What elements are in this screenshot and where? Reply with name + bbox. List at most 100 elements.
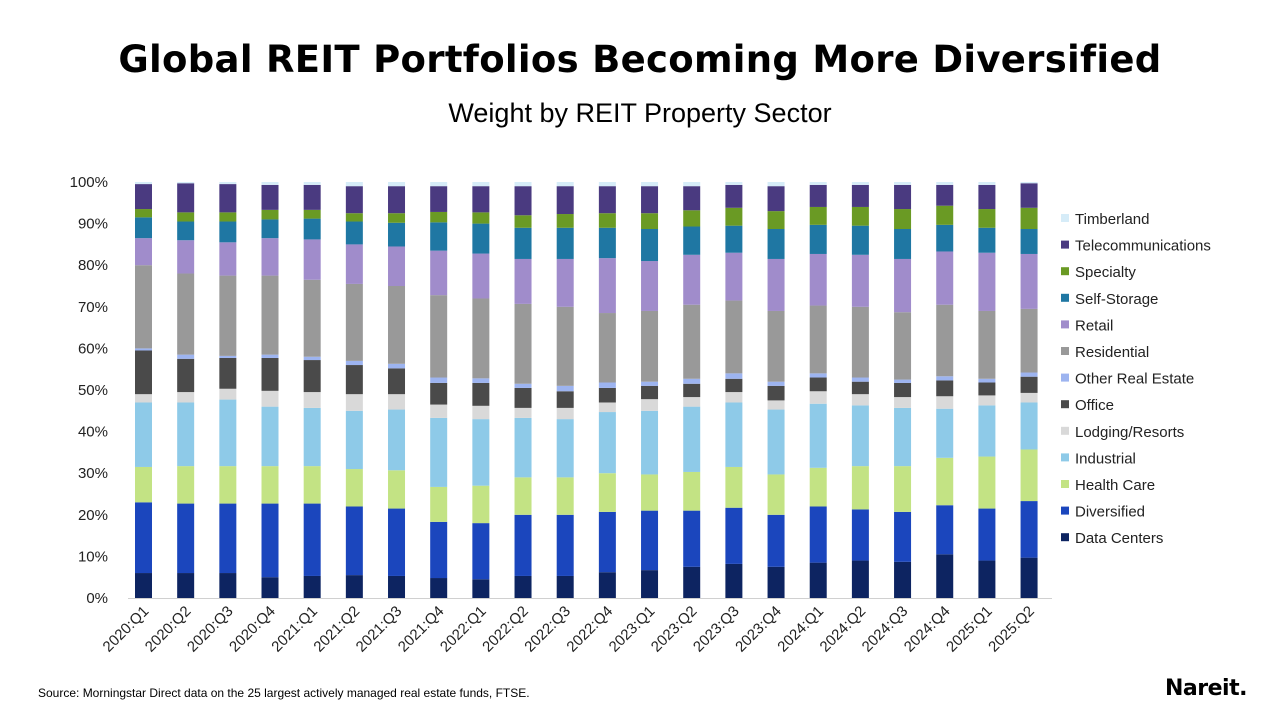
bar-segment-residential — [683, 304, 701, 379]
bar-segment-other-real-estate — [851, 377, 869, 382]
bar-segment-timberland — [767, 182, 785, 187]
bar-segment-retail — [388, 246, 406, 286]
bar-segment-self-storage — [472, 223, 490, 254]
bar-segment-industrial — [514, 417, 532, 478]
bar-segment-telecommunications — [936, 184, 954, 206]
bar-segment-diversified — [303, 503, 321, 576]
bar-segment-lodging-resorts — [936, 396, 954, 409]
bar-segment-self-storage — [135, 217, 152, 239]
bar-segment-lodging-resorts — [767, 400, 785, 410]
bar-segment-diversified — [936, 505, 954, 555]
bar-segment-diversified — [641, 510, 659, 571]
bar-segment-self-storage — [641, 229, 659, 262]
bar-segment-data-centers — [472, 579, 490, 598]
bar-segment-office — [556, 391, 574, 408]
bar-segment-other-real-estate — [472, 378, 490, 383]
bar-segment-specialty — [514, 215, 532, 228]
bar-segment-specialty — [767, 211, 785, 230]
bar-segment-retail — [345, 244, 363, 284]
bar-segment-diversified — [219, 503, 237, 574]
legend-label: Telecommunications — [1075, 238, 1211, 255]
bar-segment-self-storage — [936, 224, 954, 252]
bar-segment-self-storage — [514, 227, 532, 259]
bar-segment-diversified — [514, 514, 532, 576]
x-tick-label: 2022:Q3 — [521, 603, 574, 656]
bar-segment-health-care — [514, 477, 532, 515]
x-tick-label: 2020:Q3 — [184, 603, 237, 656]
bar-segment-office — [725, 378, 743, 393]
bar-segment-specialty — [388, 213, 406, 223]
bar-segment-timberland — [261, 182, 279, 185]
bar-segment-timberland — [556, 182, 574, 187]
bar-segment-diversified — [472, 523, 490, 580]
bar-segment-diversified — [556, 514, 574, 576]
x-tick-label: 2024:Q2 — [817, 603, 870, 656]
bar-segment-diversified — [683, 510, 701, 567]
bar-segment-data-centers — [177, 573, 195, 598]
bar-segment-diversified — [430, 521, 448, 579]
bar-segment-data-centers — [598, 572, 616, 598]
y-tick-label: 40% — [78, 424, 108, 441]
bar-segment-lodging-resorts — [894, 397, 912, 408]
bar-segment-data-centers — [851, 560, 869, 598]
bar-segment-lodging-resorts — [303, 392, 321, 408]
y-tick-label: 60% — [78, 340, 108, 357]
bar-segment-retail — [894, 258, 912, 313]
legend-marker — [1061, 320, 1069, 329]
bar-segment-residential — [303, 279, 321, 357]
legend-marker — [1061, 214, 1069, 222]
bar-segment-data-centers — [936, 554, 954, 598]
bar-segment-other-real-estate — [1020, 372, 1038, 377]
bar-segment-specialty — [936, 205, 954, 225]
bar-segment-specialty — [345, 213, 363, 222]
bar-segment-industrial — [809, 403, 827, 468]
bar-segment-telecommunications — [1020, 183, 1038, 208]
bar-segment-timberland — [809, 182, 827, 185]
bar-segment-residential — [725, 300, 743, 374]
bar-segment-data-centers — [135, 573, 152, 598]
bar-segment-lodging-resorts — [683, 397, 701, 407]
source-note: Source: Morningstar Direct data on the 2… — [38, 686, 530, 700]
bar-segment-other-real-estate — [598, 382, 616, 388]
bar-segment-lodging-resorts — [809, 391, 827, 404]
bar-segment-industrial — [598, 412, 616, 474]
bar-segment-self-storage — [430, 222, 448, 251]
bar-segment-lodging-resorts — [1020, 392, 1038, 403]
bar-segment-timberland — [978, 182, 996, 185]
bar-segment-health-care — [303, 466, 321, 504]
bar-segment-self-storage — [388, 222, 406, 247]
bar-segment-retail — [303, 239, 321, 280]
bar-segment-retail — [219, 242, 237, 276]
bar-segment-health-care — [219, 466, 237, 504]
bar-segment-self-storage — [725, 225, 743, 253]
bar-segment-lodging-resorts — [851, 394, 869, 406]
bar-segment-office — [388, 368, 406, 395]
bar-segment-diversified — [261, 503, 279, 578]
bar-segment-retail — [851, 254, 869, 307]
bar-segment-timberland — [388, 182, 406, 187]
bar-segment-retail — [514, 258, 532, 304]
bar-segment-telecommunications — [851, 184, 869, 207]
bar-segment-lodging-resorts — [598, 402, 616, 413]
bar-segment-health-care — [598, 473, 616, 512]
y-tick-label: 100% — [70, 174, 108, 191]
bar-segment-telecommunications — [472, 186, 490, 213]
x-tick-label: 2020:Q1 — [100, 603, 153, 656]
bar-segment-industrial — [177, 402, 195, 467]
bar-segment-timberland — [851, 182, 869, 185]
bar-segment-specialty — [430, 211, 448, 223]
bar-segment-diversified — [851, 509, 869, 561]
bar-segment-diversified — [177, 503, 195, 574]
bar-segment-office — [683, 383, 701, 398]
bar-segment-office — [135, 350, 152, 395]
bar-segment-specialty — [978, 209, 996, 228]
x-tick-label: 2023:Q2 — [648, 603, 701, 656]
bar-segment-timberland — [936, 182, 954, 185]
bar-segment-timberland — [1020, 182, 1038, 184]
bar-segment-residential — [767, 310, 785, 382]
bar-segment-timberland — [725, 182, 743, 185]
x-tick-label: 2022:Q4 — [563, 603, 616, 656]
x-tick-label: 2021:Q4 — [395, 603, 448, 656]
bar-segment-office — [598, 387, 616, 403]
bar-segment-industrial — [683, 406, 701, 472]
